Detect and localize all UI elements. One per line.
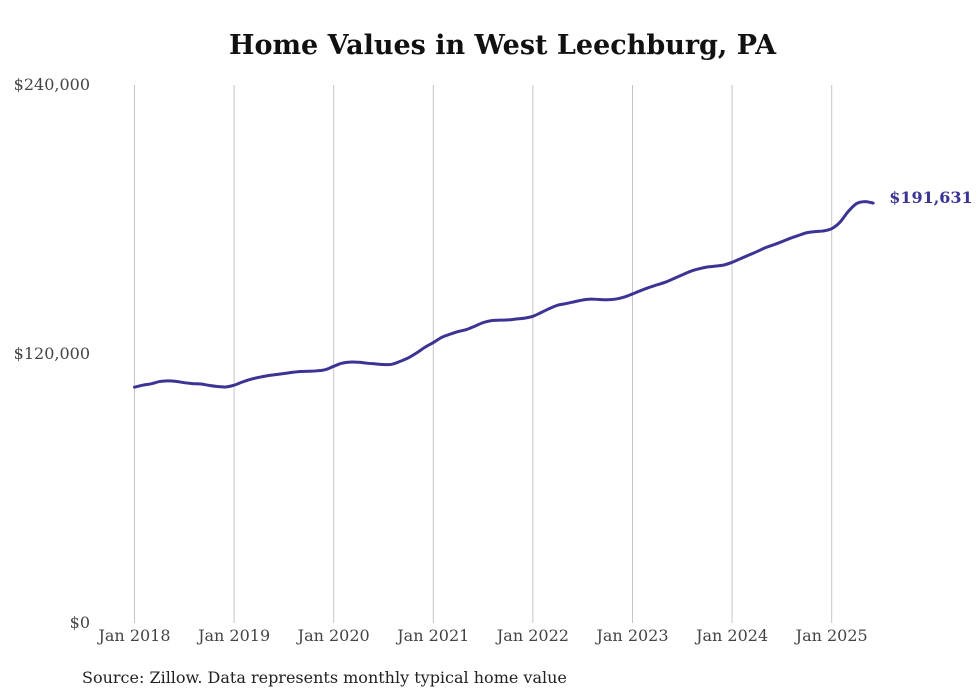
- x-tick-label: Jan 2020: [296, 626, 370, 645]
- gridlines: [134, 85, 833, 623]
- x-tick-label: Jan 2018: [96, 626, 170, 645]
- end-value-label: $191,631: [889, 188, 973, 207]
- y-tick-label: $0: [70, 613, 90, 632]
- x-tick-label: Jan 2025: [794, 626, 868, 645]
- series-line: [133, 200, 875, 389]
- y-axis-ticks: $0 $120,000 $240,000: [14, 75, 90, 632]
- x-tick-label: Jan 2024: [694, 626, 768, 645]
- x-tick-label: Jan 2022: [495, 626, 569, 645]
- chart-source: Source: Zillow. Data represents monthly …: [82, 668, 567, 687]
- y-tick-label: $120,000: [14, 344, 90, 363]
- y-tick-label: $240,000: [14, 75, 90, 94]
- chart-title: Home Values in West Leechburg, PA: [228, 30, 777, 61]
- x-tick-label: Jan 2023: [594, 626, 668, 645]
- x-tick-label: Jan 2021: [395, 626, 469, 645]
- x-tick-label: Jan 2019: [196, 626, 270, 645]
- x-axis-ticks: Jan 2018 Jan 2019 Jan 2020 Jan 2021 Jan 2022…: [96, 626, 867, 645]
